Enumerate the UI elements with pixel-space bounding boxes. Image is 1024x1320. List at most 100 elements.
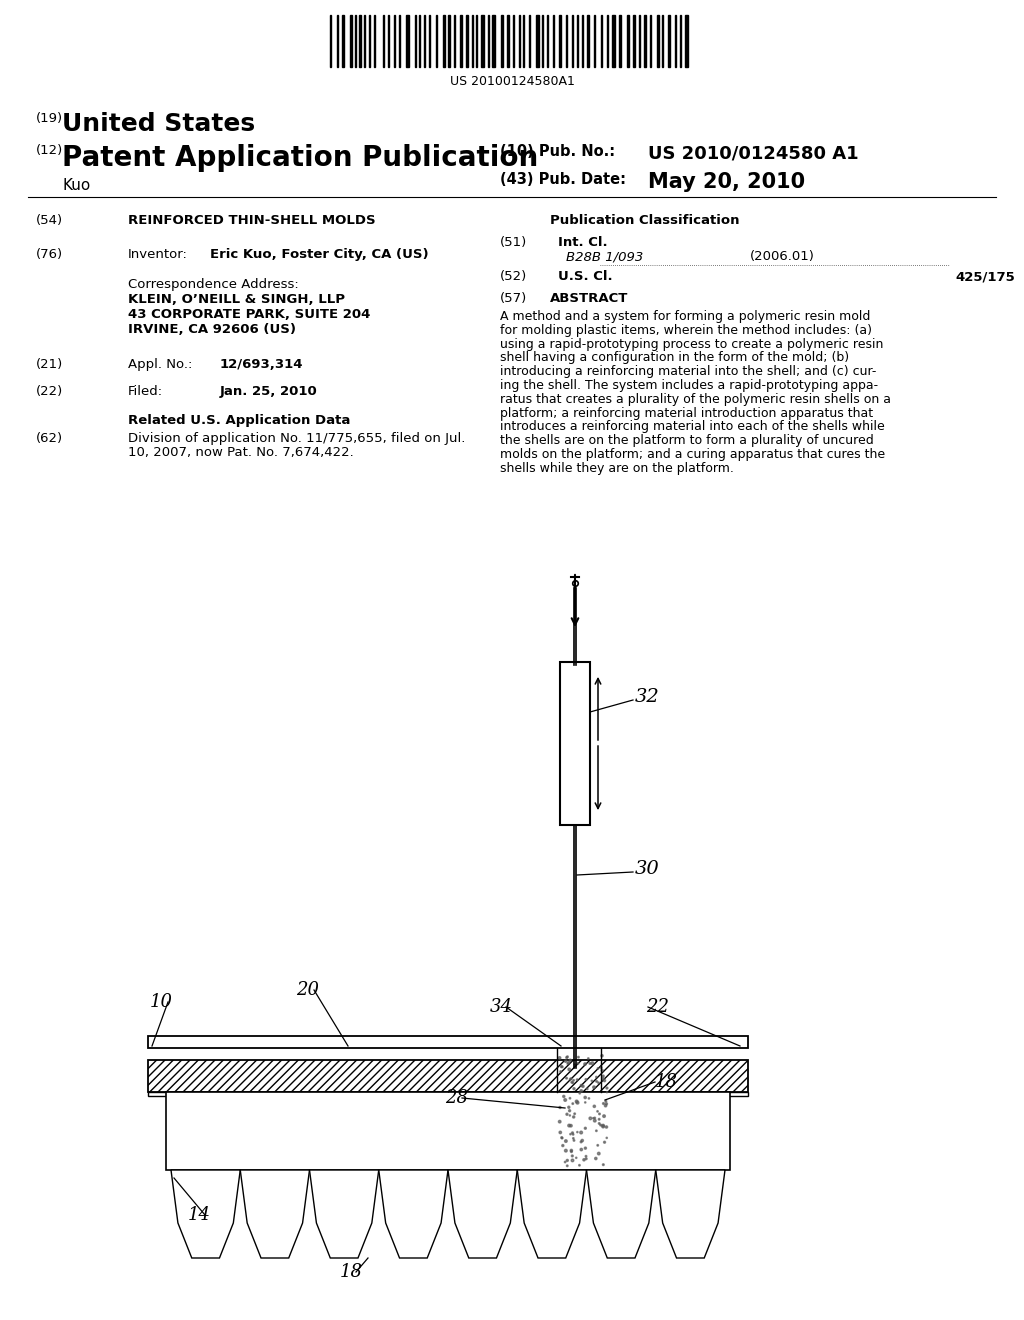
Circle shape <box>578 1056 580 1057</box>
Circle shape <box>603 1115 605 1118</box>
Circle shape <box>564 1139 567 1142</box>
Polygon shape <box>171 1170 241 1258</box>
Text: (22): (22) <box>36 385 63 399</box>
Text: using a rapid-prototyping process to create a polymeric resin: using a rapid-prototyping process to cre… <box>500 338 884 351</box>
Circle shape <box>558 1121 561 1123</box>
Circle shape <box>579 1093 581 1094</box>
Text: 22: 22 <box>646 998 669 1016</box>
Circle shape <box>564 1098 566 1101</box>
Polygon shape <box>241 1170 309 1258</box>
Circle shape <box>585 1147 587 1150</box>
Circle shape <box>585 1078 587 1080</box>
Text: (62): (62) <box>36 432 63 445</box>
Text: (43) Pub. Date:: (43) Pub. Date: <box>500 172 626 187</box>
Circle shape <box>584 1063 587 1065</box>
Circle shape <box>594 1119 596 1122</box>
Text: introduces a reinforcing material into each of the shells while: introduces a reinforcing material into e… <box>500 420 885 433</box>
Bar <box>148 1092 748 1096</box>
Text: 10: 10 <box>150 993 173 1011</box>
Circle shape <box>601 1069 603 1072</box>
Circle shape <box>582 1085 584 1088</box>
Bar <box>559 15 561 67</box>
Circle shape <box>566 1056 567 1059</box>
Polygon shape <box>449 1170 517 1258</box>
Text: Division of application No. 11/775,655, filed on Jul.: Division of application No. 11/775,655, … <box>128 432 465 445</box>
Bar <box>443 15 445 67</box>
Bar <box>501 15 503 67</box>
Circle shape <box>602 1164 604 1166</box>
Circle shape <box>589 1117 592 1119</box>
Circle shape <box>559 1106 561 1109</box>
Bar <box>587 15 589 67</box>
Circle shape <box>560 1065 562 1068</box>
Text: 18: 18 <box>655 1073 678 1092</box>
Bar <box>507 15 509 67</box>
Circle shape <box>602 1074 604 1077</box>
Circle shape <box>591 1061 594 1065</box>
Bar <box>481 15 484 67</box>
Polygon shape <box>587 1170 655 1258</box>
Text: (51): (51) <box>500 236 527 249</box>
Circle shape <box>566 1113 568 1115</box>
Text: the shells are on the platform to form a plurality of uncured: the shells are on the platform to form a… <box>500 434 873 447</box>
Circle shape <box>564 1150 567 1152</box>
Circle shape <box>572 1115 574 1118</box>
Circle shape <box>563 1096 565 1097</box>
Circle shape <box>597 1110 598 1111</box>
Circle shape <box>573 1113 575 1114</box>
Text: United States: United States <box>62 112 255 136</box>
Text: (10) Pub. No.:: (10) Pub. No.: <box>500 144 615 158</box>
Text: molds on the platform; and a curing apparatus that cures the: molds on the platform; and a curing appa… <box>500 447 885 461</box>
Text: Filed:: Filed: <box>128 385 163 399</box>
Circle shape <box>596 1081 597 1082</box>
Text: 12/693,314: 12/693,314 <box>220 358 303 371</box>
Circle shape <box>581 1140 582 1143</box>
Bar <box>466 15 468 67</box>
Circle shape <box>571 1159 573 1162</box>
Circle shape <box>558 1057 561 1059</box>
Text: for molding plastic items, wherein the method includes: (a): for molding plastic items, wherein the m… <box>500 323 872 337</box>
Bar <box>536 15 539 67</box>
Circle shape <box>567 1106 570 1109</box>
Circle shape <box>561 1137 563 1139</box>
Text: shells while they are on the platform.: shells while they are on the platform. <box>500 462 734 475</box>
Bar <box>342 15 344 67</box>
Circle shape <box>580 1090 583 1092</box>
Circle shape <box>564 1162 566 1163</box>
Circle shape <box>566 1056 568 1057</box>
Circle shape <box>602 1125 604 1127</box>
Text: shell having a configuration in the form of the mold; (b): shell having a configuration in the form… <box>500 351 849 364</box>
Circle shape <box>569 1125 572 1127</box>
Text: IRVINE, CA 92606 (US): IRVINE, CA 92606 (US) <box>128 323 296 337</box>
Circle shape <box>588 1057 589 1059</box>
Text: (76): (76) <box>36 248 63 261</box>
Text: ABSTRACT: ABSTRACT <box>550 292 629 305</box>
Text: ing the shell. The system includes a rapid-prototyping appa-: ing the shell. The system includes a rap… <box>500 379 879 392</box>
Text: introducing a reinforcing material into the shell; and (c) cur-: introducing a reinforcing material into … <box>500 366 877 379</box>
Text: 30: 30 <box>635 861 659 878</box>
Text: (52): (52) <box>500 271 527 282</box>
Circle shape <box>571 1133 573 1134</box>
Circle shape <box>561 1067 563 1068</box>
Circle shape <box>598 1122 600 1125</box>
Circle shape <box>572 1102 573 1105</box>
Circle shape <box>575 1100 578 1102</box>
Text: (12): (12) <box>36 144 63 157</box>
Circle shape <box>600 1067 602 1068</box>
Circle shape <box>571 1081 572 1084</box>
Bar <box>618 15 621 67</box>
Circle shape <box>581 1139 584 1142</box>
Circle shape <box>568 1110 570 1111</box>
Text: (19): (19) <box>36 112 63 125</box>
Circle shape <box>593 1086 595 1089</box>
Text: 20: 20 <box>296 981 319 999</box>
Bar <box>668 15 670 67</box>
Text: (54): (54) <box>36 214 63 227</box>
Circle shape <box>569 1059 571 1061</box>
Circle shape <box>569 1134 571 1135</box>
Bar <box>359 15 361 67</box>
Circle shape <box>597 1068 599 1069</box>
Text: Jan. 25, 2010: Jan. 25, 2010 <box>220 385 317 399</box>
Circle shape <box>560 1071 561 1072</box>
Text: 14: 14 <box>188 1206 211 1224</box>
